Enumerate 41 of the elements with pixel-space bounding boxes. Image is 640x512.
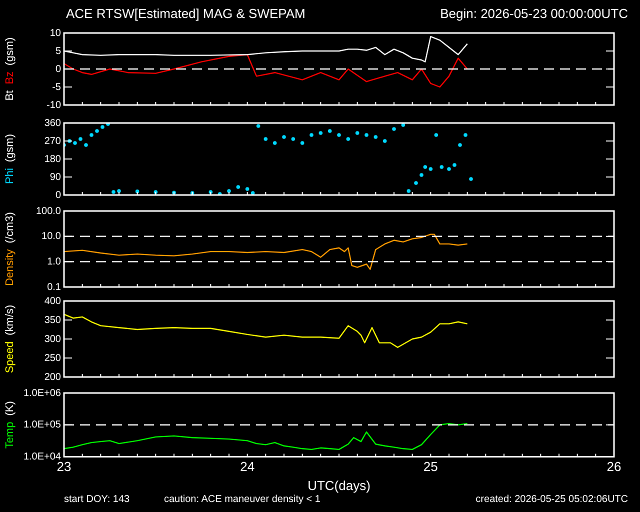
text: caution: ACE maneuver density < 1	[164, 494, 320, 505]
y-tick-label: 0.1	[47, 282, 62, 293]
y-tick-label: 100.0	[36, 206, 62, 217]
y-tick-label: 200	[44, 372, 62, 383]
y-tick-label: 90	[50, 172, 62, 183]
y-tick-label: 350	[44, 314, 62, 326]
y-axis-title: (/cm3)	[4, 212, 16, 244]
y-tick-label: -10	[46, 100, 62, 111]
y-axis-title: (km/s)	[4, 304, 16, 336]
text: Phi	[4, 168, 16, 184]
text: Bt	[4, 90, 16, 101]
y-tick-label: 270	[44, 136, 62, 147]
y-axis-title: (gsm)	[4, 37, 16, 66]
y-tick-label: 400	[44, 296, 62, 307]
x-tick-label: 24	[240, 459, 255, 474]
y-tick-label: 10	[50, 28, 62, 39]
x-tick-label: 26	[606, 459, 622, 474]
y-tick-label: 0	[55, 190, 62, 201]
text: created: 2026-05-25 05:02:06UTC	[476, 494, 628, 505]
text: start DOY: 143	[64, 494, 130, 505]
y-tick-label: 1.0E+06	[23, 388, 62, 399]
y-tick-label: 0	[55, 64, 62, 75]
text: Temp	[4, 422, 16, 449]
y-tick-label: 250	[44, 352, 62, 364]
text: Density	[4, 248, 16, 286]
x-axis-title: UTC(days)	[308, 478, 370, 493]
y-axis-title: (K)	[4, 401, 16, 416]
text: Bz	[4, 71, 16, 84]
y-tick-label: 10.0	[42, 231, 62, 242]
y-tick-label: 5	[55, 46, 62, 57]
text: Speed	[4, 341, 16, 374]
x-tick-label: 25	[423, 459, 438, 474]
chart-title: ACE RTSW[Estimated] MAG & SWEPAM	[66, 6, 306, 21]
y-tick-label: 1.0E+05	[23, 420, 62, 431]
y-tick-label: 300	[44, 334, 62, 345]
y-tick-label: 360	[44, 118, 62, 129]
y-tick-label: 180	[44, 154, 62, 165]
chart-subtitle: Begin: 2026-05-23 00:00:00UTC	[440, 6, 628, 21]
y-tick-label: -5	[52, 82, 62, 93]
y-axis-title: (gsm)	[4, 134, 16, 162]
y-tick-label: 1.0	[47, 256, 62, 268]
